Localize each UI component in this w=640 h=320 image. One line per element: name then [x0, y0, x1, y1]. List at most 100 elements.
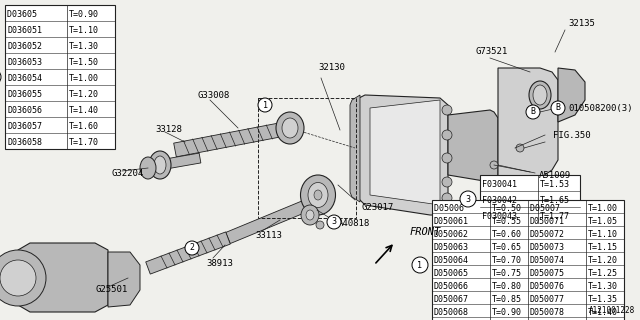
Text: F030043: F030043: [482, 212, 517, 221]
Polygon shape: [448, 110, 498, 182]
Circle shape: [185, 241, 199, 255]
Text: T=1.30: T=1.30: [588, 282, 618, 291]
Text: D050065: D050065: [434, 268, 469, 277]
Text: G33008: G33008: [198, 91, 230, 100]
Text: T=0.85: T=0.85: [492, 294, 522, 304]
Circle shape: [526, 105, 540, 119]
Text: T=1.60: T=1.60: [69, 123, 99, 132]
Text: T=0.65: T=0.65: [492, 243, 522, 252]
Circle shape: [551, 101, 565, 115]
Text: D050072: D050072: [530, 229, 565, 239]
Text: D050067: D050067: [434, 294, 469, 304]
Text: T=1.10: T=1.10: [69, 27, 99, 36]
Circle shape: [327, 215, 341, 229]
Text: T=0.60: T=0.60: [492, 229, 522, 239]
Text: T=0.50: T=0.50: [492, 204, 522, 212]
Text: D05007: D05007: [530, 204, 565, 212]
Text: T=1.05: T=1.05: [588, 217, 618, 226]
Text: A51009: A51009: [539, 171, 572, 180]
Text: T=0.55: T=0.55: [492, 217, 522, 226]
Text: D036052: D036052: [7, 43, 42, 52]
Ellipse shape: [276, 112, 304, 144]
Text: T=1.10: T=1.10: [588, 229, 618, 239]
Circle shape: [490, 161, 498, 169]
Polygon shape: [498, 68, 558, 178]
Text: D050077: D050077: [530, 294, 565, 304]
Circle shape: [442, 193, 452, 203]
Polygon shape: [370, 100, 440, 205]
Ellipse shape: [314, 190, 322, 200]
Text: 33113: 33113: [255, 231, 282, 241]
Bar: [5, 5, 115, 149]
Text: D050061: D050061: [434, 217, 469, 226]
Text: 1: 1: [417, 260, 422, 269]
Ellipse shape: [154, 156, 166, 174]
Text: D036057: D036057: [7, 123, 42, 132]
Polygon shape: [159, 153, 201, 170]
Ellipse shape: [301, 175, 335, 215]
Text: T=1.00: T=1.00: [588, 204, 618, 212]
Text: T=1.25: T=1.25: [588, 268, 618, 277]
Text: D050062: D050062: [434, 229, 469, 239]
Bar: [432, 200, 624, 320]
Text: T=0.70: T=0.70: [492, 256, 522, 265]
Text: T=1.00: T=1.00: [69, 75, 99, 84]
Polygon shape: [355, 95, 448, 215]
Text: D050071: D050071: [530, 217, 565, 226]
Ellipse shape: [282, 118, 298, 138]
Bar: [480, 175, 580, 223]
Polygon shape: [558, 68, 585, 122]
Circle shape: [258, 98, 272, 112]
Ellipse shape: [149, 151, 171, 179]
Text: D036054: D036054: [7, 75, 42, 84]
Text: T=1.30: T=1.30: [69, 43, 99, 52]
Text: FRONT: FRONT: [410, 227, 441, 237]
Text: 38913: 38913: [206, 259, 233, 268]
Text: D03605: D03605: [7, 11, 42, 20]
Polygon shape: [226, 195, 323, 244]
Text: F030042: F030042: [482, 196, 517, 205]
Polygon shape: [173, 121, 291, 157]
Text: T=1.65: T=1.65: [540, 196, 570, 205]
Text: 3: 3: [332, 218, 337, 227]
Text: T=1.20: T=1.20: [588, 256, 618, 265]
Text: D050064: D050064: [434, 256, 469, 265]
Circle shape: [442, 130, 452, 140]
Circle shape: [316, 221, 324, 229]
Ellipse shape: [301, 205, 319, 225]
Text: A121001228: A121001228: [589, 306, 635, 315]
Text: T=0.75: T=0.75: [492, 268, 522, 277]
Text: B: B: [556, 103, 561, 113]
Bar: [258, 98, 356, 218]
Text: 2: 2: [189, 244, 195, 252]
Text: D050078: D050078: [530, 308, 565, 316]
Polygon shape: [108, 252, 140, 307]
Text: FIG.350: FIG.350: [553, 131, 591, 140]
Circle shape: [0, 250, 46, 306]
Polygon shape: [18, 243, 108, 312]
Text: 32130: 32130: [318, 63, 345, 73]
Circle shape: [0, 69, 1, 85]
Circle shape: [442, 105, 452, 115]
Text: T=0.90: T=0.90: [492, 308, 522, 316]
Ellipse shape: [533, 85, 547, 105]
Circle shape: [442, 177, 452, 187]
Text: 010508200(3): 010508200(3): [568, 103, 632, 113]
Text: D036056: D036056: [7, 107, 42, 116]
Circle shape: [442, 153, 452, 163]
Text: T=1.77: T=1.77: [540, 212, 570, 221]
Text: G73521: G73521: [475, 47, 508, 57]
Text: F030041: F030041: [482, 180, 517, 189]
Polygon shape: [350, 95, 360, 202]
Text: D036055: D036055: [7, 91, 42, 100]
Circle shape: [412, 257, 428, 273]
Text: T=1.20: T=1.20: [69, 91, 99, 100]
Text: T=1.70: T=1.70: [69, 139, 99, 148]
Text: A40818: A40818: [338, 220, 371, 228]
Text: T=1.35: T=1.35: [588, 294, 618, 304]
Text: T=0.90: T=0.90: [69, 11, 99, 20]
Text: B: B: [531, 108, 536, 116]
Ellipse shape: [529, 81, 551, 109]
Text: T=1.50: T=1.50: [69, 59, 99, 68]
Text: G32204: G32204: [112, 169, 144, 178]
